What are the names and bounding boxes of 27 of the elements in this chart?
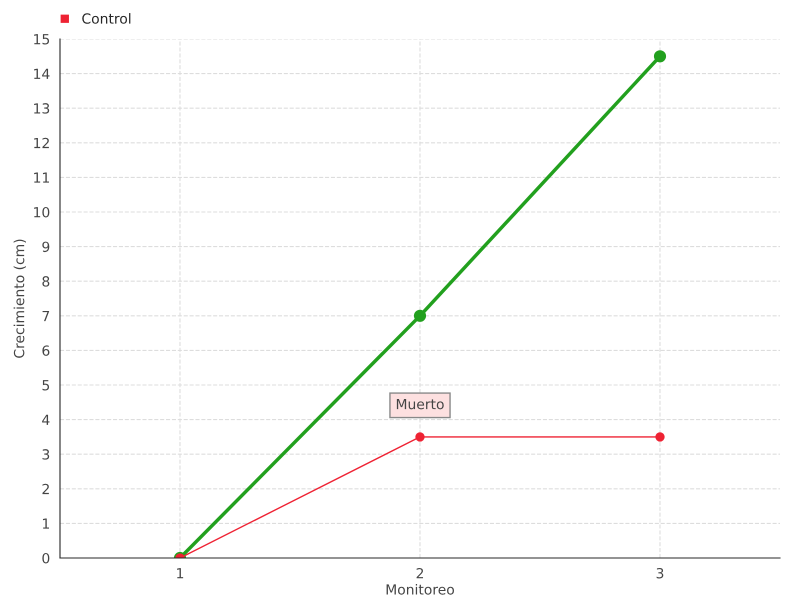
y-tick-label: 0 bbox=[42, 552, 50, 564]
y-tick-label: 14 bbox=[34, 68, 50, 79]
x-tick-label: 2 bbox=[416, 568, 424, 578]
y-tick-label: 6 bbox=[42, 345, 50, 356]
annotation: Muerto bbox=[396, 398, 444, 410]
point bbox=[655, 432, 665, 442]
y-tick-label: 2 bbox=[42, 484, 49, 494]
y-tick-label: 12 bbox=[34, 138, 49, 148]
y-tick-label: 1 bbox=[42, 518, 49, 529]
y-tick-label: 13 bbox=[34, 103, 50, 114]
y-tick-label: 10 bbox=[34, 206, 50, 218]
y-axis-title: Crecimiento (cm) bbox=[14, 240, 26, 358]
x-axis-title: Monitoreo bbox=[386, 584, 454, 595]
point bbox=[415, 432, 425, 442]
y-tick-label: 3 bbox=[42, 449, 50, 460]
x-tick-label: 3 bbox=[656, 568, 664, 578]
legend-label: Control bbox=[82, 13, 130, 24]
y-tick-label: 5 bbox=[42, 380, 50, 390]
y-tick-label: 15 bbox=[34, 34, 50, 44]
point bbox=[414, 310, 426, 322]
y-tick-label: 8 bbox=[42, 276, 50, 287]
y-tick-label: 9 bbox=[42, 242, 50, 252]
x-tick-label: 1 bbox=[177, 568, 184, 578]
y-tick-label: 11 bbox=[34, 172, 49, 183]
y-tick-label: 7 bbox=[42, 310, 50, 322]
point bbox=[654, 50, 666, 62]
y-tick-label: 4 bbox=[42, 414, 50, 425]
